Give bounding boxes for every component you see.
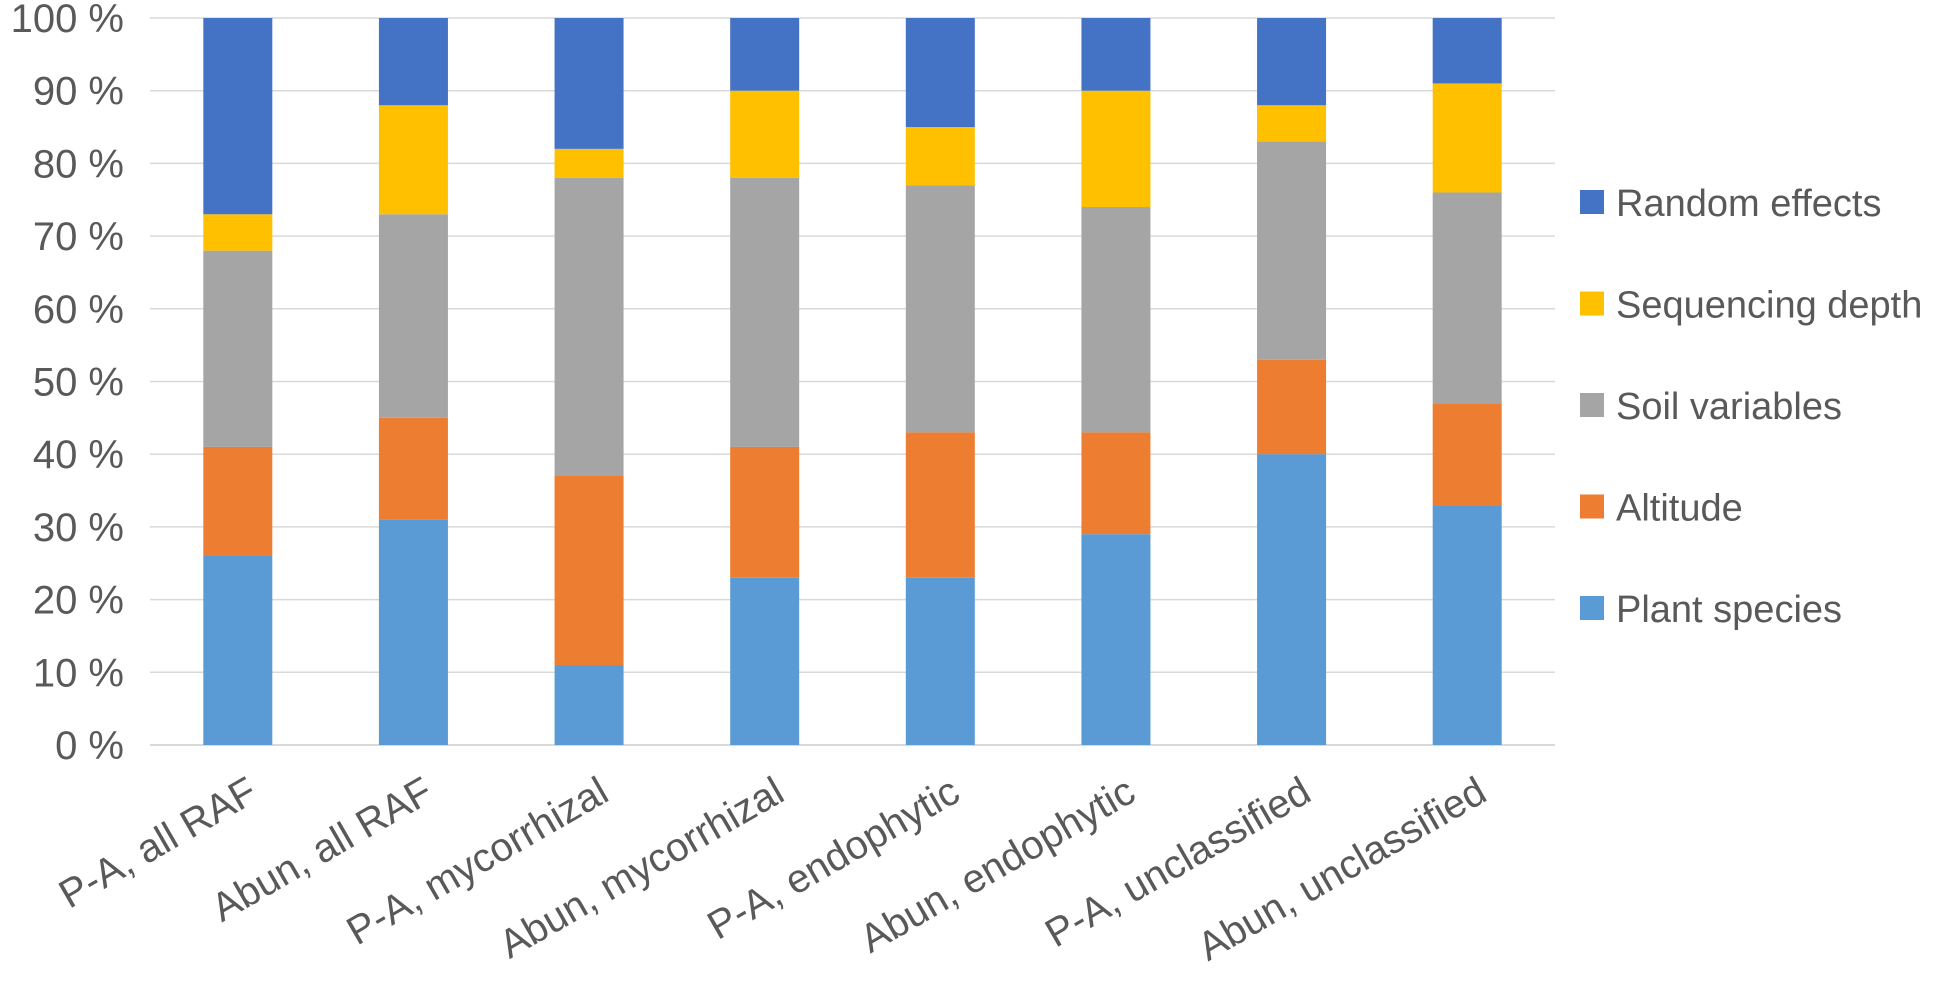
bar-segment-soil-variables [730, 177, 800, 447]
bar-segment-plant-species [1081, 534, 1151, 745]
bar-segment-plant-species [905, 577, 975, 745]
bar-segment-soil-variables [905, 185, 975, 433]
bar-segment-random-effects [1432, 18, 1502, 84]
grid-layer [150, 17, 1555, 746]
bar-stack [554, 18, 624, 745]
legend-item: Altitude [1580, 488, 1743, 530]
bar-segment-altitude [1081, 432, 1151, 535]
bar-segment-altitude [905, 432, 975, 578]
bar-segment-random-effects [203, 18, 273, 215]
legend-label: Random effects [1616, 183, 1881, 225]
bar-segment-plant-species [1432, 505, 1502, 745]
bar-segment-random-effects [554, 18, 624, 149]
bar-segment-sequencing-depth [203, 214, 273, 251]
bar-stack [730, 18, 800, 745]
y-tick-label: 10 % [33, 651, 124, 695]
y-axis: 0 % 10 % 20 % 30 % 40 % 50 % 60 % 70 % 80 % 90 % 1… [11, 0, 124, 768]
bar-stack [203, 18, 273, 745]
x-category-label: Abun, mycorrhizal [492, 769, 791, 967]
legend-swatch [1580, 494, 1604, 519]
y-tick-label: 20 % [33, 579, 124, 623]
bar-segment-altitude [730, 446, 800, 578]
bar-segment-sequencing-depth [1432, 83, 1502, 193]
bar-segment-soil-variables [554, 177, 624, 477]
bar-segment-soil-variables [203, 250, 273, 447]
y-tick-label: 90 % [33, 70, 124, 114]
y-tick-label: 100 % [11, 0, 124, 41]
bar-stack [378, 18, 448, 745]
bar-segment-random-effects [1257, 18, 1327, 106]
bar-stack [1081, 18, 1151, 745]
bar-segment-soil-variables [1257, 141, 1327, 360]
bar-segment-sequencing-depth [378, 105, 448, 215]
bar-segment-random-effects [730, 18, 800, 91]
y-tick-label: 30 % [33, 506, 124, 550]
legend-item: Soil variables [1580, 386, 1842, 428]
bar-segment-sequencing-depth [554, 148, 624, 178]
bar-segment-altitude [554, 476, 624, 666]
legend-item: Plant species [1580, 589, 1842, 631]
bar-segment-random-effects [905, 18, 975, 128]
bar-segment-random-effects [378, 18, 448, 106]
legend-item: Random effects [1580, 183, 1881, 225]
legend-swatch [1580, 291, 1604, 316]
legend-label: Altitude [1616, 488, 1743, 530]
legend-label: Sequencing depth [1616, 285, 1922, 327]
bar-segment-random-effects [1081, 18, 1151, 91]
legend-label: Plant species [1616, 589, 1842, 631]
bar-segment-plant-species [203, 555, 273, 745]
legend-label: Soil variables [1616, 386, 1842, 428]
bar-segment-plant-species [554, 665, 624, 745]
bar-segment-soil-variables [1432, 192, 1502, 404]
bar-segment-sequencing-depth [730, 90, 800, 178]
bar-segment-sequencing-depth [1257, 105, 1327, 142]
bar-segment-soil-variables [1081, 207, 1151, 433]
y-tick-label: 0 % [55, 724, 124, 768]
bar-segment-sequencing-depth [1081, 90, 1151, 208]
bar-segment-altitude [1432, 403, 1502, 506]
bar-segment-plant-species [378, 519, 448, 745]
bars-layer [203, 18, 1502, 745]
y-tick-label: 50 % [33, 361, 124, 405]
x-category-label: Abun, unclassified [1191, 769, 1494, 969]
legend-item: Sequencing depth [1580, 285, 1922, 327]
bar-segment-altitude [378, 417, 448, 520]
bar-segment-altitude [1257, 359, 1327, 455]
y-tick-label: 70 % [33, 215, 124, 259]
bar-stack [905, 18, 975, 745]
legend-swatch [1580, 190, 1604, 214]
bar-stack [1257, 18, 1327, 745]
legend-swatch [1580, 393, 1604, 417]
bar-segment-sequencing-depth [905, 127, 975, 186]
bar-segment-altitude [203, 446, 273, 556]
legend: Random effects Sequencing depth Soil varia… [1580, 183, 1922, 631]
y-tick-label: 60 % [33, 288, 124, 332]
bar-stack [1432, 18, 1502, 745]
bar-segment-plant-species [1257, 454, 1327, 745]
legend-swatch [1580, 596, 1604, 620]
bar-segment-soil-variables [378, 214, 448, 418]
y-tick-label: 40 % [33, 433, 124, 477]
y-tick-label: 80 % [33, 142, 124, 186]
bar-segment-plant-species [730, 577, 800, 745]
